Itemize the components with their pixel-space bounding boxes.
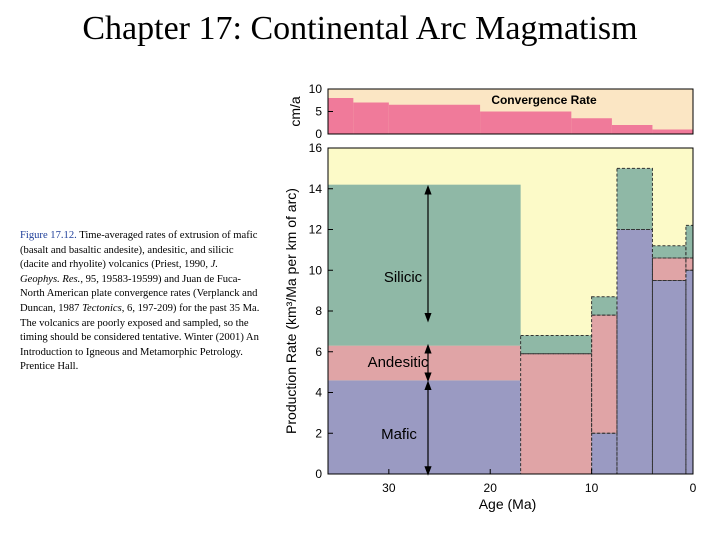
production-ytick-label-14: 14 — [309, 182, 323, 196]
mafic-bar-5 — [685, 270, 693, 474]
xtick-label-30: 30 — [382, 481, 396, 495]
production-ytick-label-6: 6 — [315, 345, 322, 359]
convergence-ylabel: cm/a — [287, 96, 303, 127]
caption-text-1: Time-averaged rates of extrusion of mafi… — [20, 230, 258, 271]
andesitic-label: Andesitic — [368, 354, 429, 371]
mafic-bar-2 — [591, 433, 617, 474]
xtick-label-20: 20 — [484, 481, 498, 495]
silicic-bar-3 — [616, 168, 653, 230]
andesitic-bar-4 — [652, 258, 686, 281]
silicic-outline-3 — [616, 167, 653, 230]
convergence-step-0 — [328, 98, 354, 134]
mafic-bar-4 — [652, 280, 686, 474]
silicic-bar-5 — [685, 225, 693, 259]
figure-label: Figure 17.12. — [20, 230, 77, 241]
andesitic-outline-5 — [685, 257, 694, 271]
production-ytick-label-16: 16 — [309, 141, 323, 155]
andesitic-bar-2 — [591, 315, 617, 434]
mafic-label: Mafic — [381, 426, 417, 443]
mafic-bar-0 — [328, 380, 521, 474]
production-ytick-label-8: 8 — [315, 304, 322, 318]
xtick-label-0: 0 — [690, 481, 697, 495]
production-ytick-label-4: 4 — [315, 386, 322, 400]
andesitic-bar-5 — [685, 258, 693, 271]
convergence-step-3 — [480, 111, 572, 134]
convergence-ytick-label-5: 5 — [315, 105, 322, 119]
xtick-label-10: 10 — [585, 481, 599, 495]
convergence-ytick-label-10: 10 — [309, 82, 323, 96]
figure-caption: Figure 17.12. Time-averaged rates of ext… — [20, 229, 260, 375]
silicic-bar-0 — [328, 184, 521, 346]
convergence-step-5 — [611, 125, 653, 134]
production-ytick-label-2: 2 — [315, 426, 322, 440]
convergence-ytick-label-0: 0 — [315, 127, 322, 141]
convergence-step-4 — [571, 118, 612, 134]
production-ylabel: Production Rate (km³/Ma per km of arc) — [283, 188, 299, 434]
silicic-outline-4 — [651, 245, 687, 259]
silicic-bar-1 — [520, 335, 592, 354]
convergence-rate-label: Convergence Rate — [491, 93, 597, 107]
convergence-step-1 — [353, 102, 389, 134]
production-ytick-label-10: 10 — [309, 263, 323, 277]
silicic-bar-4 — [652, 245, 686, 259]
andesitic-bar-1 — [520, 353, 592, 474]
convergence-step-2 — [388, 104, 481, 134]
mafic-bar-3 — [616, 229, 653, 474]
slide-title: Chapter 17: Continental Arc Magmatism — [82, 10, 638, 47]
caption-text-3: , 6, 197-209) for the past 35 Ma. The vo… — [20, 302, 260, 373]
xaxis-label: Age (Ma) — [479, 496, 537, 512]
production-ytick-label-0: 0 — [315, 467, 322, 481]
silicic-label: Silicic — [384, 269, 423, 286]
caption-journal-2: Tectonics — [82, 302, 122, 314]
caption-journal: J. Geophys. Res. — [20, 259, 218, 285]
production-ytick-label-12: 12 — [309, 223, 323, 237]
caption-text-2: , 95, 19583-19599) and Juan de Fuca-Nort… — [20, 273, 258, 314]
convergence-step-6 — [652, 129, 693, 134]
silicic-bar-2 — [591, 296, 617, 316]
andesitic-bar-0 — [328, 345, 521, 381]
silicic-outline-2 — [591, 296, 618, 316]
